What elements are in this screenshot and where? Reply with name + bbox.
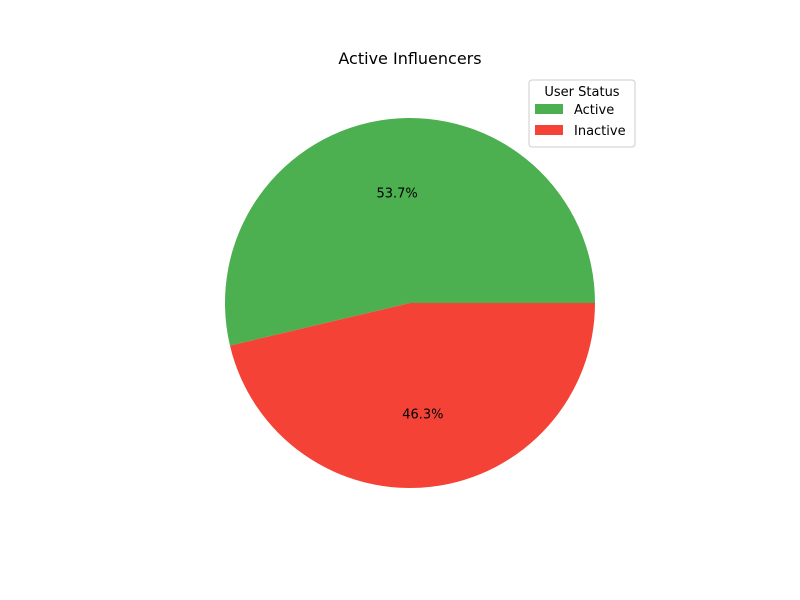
pie-label-inactive: 46.3% — [402, 407, 443, 422]
legend-swatch-active — [535, 104, 563, 114]
legend: User Status Active Inactive — [528, 79, 636, 148]
legend-label-inactive: Inactive — [574, 124, 626, 139]
pie-label-active: 53.7% — [376, 187, 417, 202]
pie-slice-active — [225, 118, 595, 346]
pie-slice-inactive — [229, 303, 595, 489]
pie-slices — [225, 118, 595, 489]
legend-entries: Active Inactive — [535, 103, 626, 139]
legend-title: User Status — [544, 85, 619, 100]
legend-label-active: Active — [574, 103, 614, 118]
pie-slice-labels: 53.7% 46.3% — [376, 187, 443, 423]
legend-swatch-inactive — [535, 125, 563, 135]
chart-title: Active Influencers — [338, 49, 481, 68]
